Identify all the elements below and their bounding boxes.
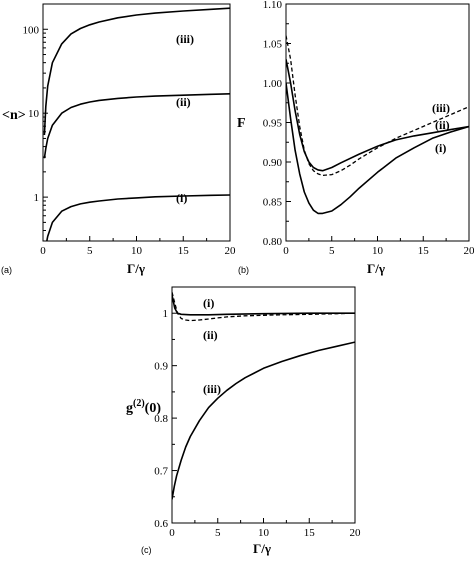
panel-a-annotation-i: (i) <box>176 191 187 205</box>
panel-b-curves <box>286 35 469 215</box>
panel-b-annotation-ii: (ii) <box>435 118 450 132</box>
panel-c-xlabel: Γ/γ <box>253 541 271 556</box>
panel-c-ylabel: g(2)(0) <box>126 398 161 416</box>
panel-c-ytick-label: 0.8 <box>154 413 168 425</box>
panel-b: 0 5 10 15 20 0.80 0.85 0.90 0.95 1.00 1.05 1.10 F Γ… <box>237 0 474 276</box>
panel-a-xtick-label: 10 <box>131 245 143 257</box>
panel-a-annotation-iii: (iii) <box>176 32 194 46</box>
panel-c-ytick-label: 0.9 <box>154 361 168 373</box>
panel-b-series-2 <box>286 59 469 172</box>
panel-a-series-3 <box>43 7 230 136</box>
panel-c-ticks: 0 5 10 15 20 0.6 0.7 0.8 0.9 1 <box>154 308 361 539</box>
panel-b-annotation-iii: (iii) <box>432 101 450 115</box>
panel-c-xtick-label: 10 <box>258 527 270 539</box>
panel-b-ytick-label: 0.90 <box>263 157 283 169</box>
panel-c: 0 5 10 15 20 0.6 0.7 0.8 0.9 1 g(2)(0) Γ/γ (c) (i… <box>126 286 361 556</box>
panel-b-xlabel: Γ/γ <box>367 261 385 276</box>
panel-a-xtick-label: 20 <box>225 245 237 257</box>
panel-b-ytick-label: 0.95 <box>263 118 283 130</box>
panel-b-xtick-label: 20 <box>464 245 474 257</box>
panel-b-ytick-label: 1.10 <box>263 0 283 11</box>
panel-b-ytick-label: 0.85 <box>263 197 283 209</box>
panel-c-xtick-label: 0 <box>169 527 175 539</box>
panel-b-annotation-i: (i) <box>435 141 446 155</box>
panel-b-xtick-label: 10 <box>372 245 384 257</box>
panel-b-xtick-label: 15 <box>418 245 430 257</box>
panel-b-ytick-label: 1.05 <box>263 39 283 51</box>
panel-a: 0 5 10 15 20 1 10 100 <n> Γ/γ (a) (iii) (ii) (i… <box>1 3 237 276</box>
panel-c-label: (c) <box>141 545 152 555</box>
panel-c-xtick-label: 15 <box>304 527 316 539</box>
panel-a-series-1 <box>45 194 230 241</box>
panel-b-ytick-label: 0.80 <box>263 236 283 248</box>
panel-b-xtick-label: 5 <box>329 245 335 257</box>
panel-c-ytick-label: 0.7 <box>154 466 168 478</box>
panel-a-ylabel: <n> <box>2 108 26 123</box>
panel-c-xtick-label: 20 <box>350 527 362 539</box>
panel-c-series-1 <box>172 294 355 316</box>
panel-c-curves <box>172 292 355 500</box>
panel-c-ylabel-superscript: (2) <box>133 398 145 409</box>
panel-a-plot-frame <box>42 3 231 242</box>
panel-b-series-1 <box>286 82 469 215</box>
panel-a-ytick-label: 100 <box>23 24 40 36</box>
panel-c-series-3 <box>172 341 355 500</box>
panel-c-annotation-iii: (iii) <box>203 382 221 396</box>
panel-b-label: (b) <box>238 265 249 275</box>
panel-a-label: (a) <box>1 265 12 275</box>
panel-b-ticks: 0 5 10 15 20 0.80 0.85 0.90 0.95 1.00 1.05 1.10 <box>263 0 474 257</box>
panel-c-xtick-label: 5 <box>215 527 221 539</box>
panel-a-xtick-label: 5 <box>87 245 93 257</box>
panel-c-ytick-label: 1 <box>163 308 169 320</box>
panel-b-series-3 <box>286 35 469 177</box>
panel-a-series-2 <box>43 93 230 159</box>
panel-c-series-2 <box>172 292 355 322</box>
panel-c-annotation-ii: (ii) <box>203 328 218 342</box>
panel-a-xtick-label: 0 <box>40 245 46 257</box>
panel-a-ytick-label: 10 <box>28 108 40 120</box>
panel-c-annotation-i: (i) <box>203 296 214 310</box>
panel-b-ylabel: F <box>237 116 246 131</box>
panel-c-plot-frame <box>171 286 356 524</box>
panel-c-ytick-label: 0.6 <box>154 518 168 530</box>
panel-b-xtick-label: 0 <box>283 245 289 257</box>
panel-a-xtick-label: 15 <box>178 245 190 257</box>
panel-a-ytick-label: 1 <box>34 192 40 204</box>
panel-a-annotation-ii: (ii) <box>176 95 191 109</box>
panel-c-ylabel-suffix: (0) <box>145 401 162 416</box>
panel-a-curves <box>43 7 230 241</box>
panel-b-ytick-label: 1.00 <box>263 78 283 90</box>
panel-a-xlabel: Γ/γ <box>127 261 145 276</box>
